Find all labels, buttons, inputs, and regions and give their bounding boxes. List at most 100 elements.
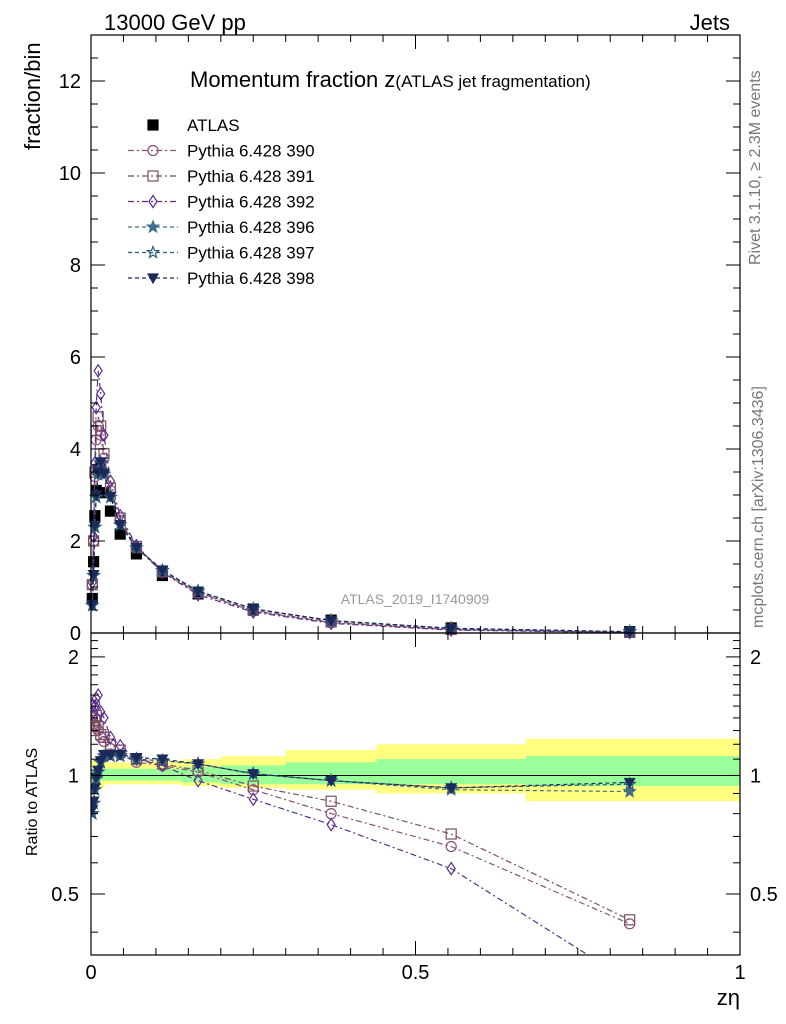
legend-label: Pythia 6.428 390 xyxy=(187,142,315,161)
ratio-band-inner xyxy=(110,768,124,781)
ratio-data-point xyxy=(114,749,127,761)
ratio-data-point xyxy=(91,805,100,820)
ratio-data-point xyxy=(104,749,117,761)
main-data-point xyxy=(91,400,101,415)
main-ytick-label: 0 xyxy=(70,623,81,645)
main-data-point xyxy=(325,615,338,627)
legend-marker xyxy=(145,244,161,259)
ratio-data-point xyxy=(92,721,104,733)
ratio-ytick-label: 0.5 xyxy=(51,884,79,906)
main-data-point xyxy=(92,411,104,423)
main-data-point xyxy=(445,623,458,635)
ratio-data-point xyxy=(445,828,457,840)
legend-marker xyxy=(147,119,159,131)
ratio-series-line xyxy=(91,693,590,955)
main-ytick-label: 10 xyxy=(59,163,81,185)
ratio-series-line xyxy=(91,753,630,810)
ratio-data-point xyxy=(99,710,109,725)
main-data-point xyxy=(247,604,260,616)
main-series-6 xyxy=(86,457,636,638)
legend-label: Pythia 6.428 396 xyxy=(187,218,315,237)
main-series-line xyxy=(91,416,630,633)
legend-entry: Pythia 6.428 392 xyxy=(128,193,315,212)
main-data-point xyxy=(96,386,106,401)
header-left: 13000 GeV pp xyxy=(104,10,246,35)
ratio-panel: 0.5 0.5 1 1 2 2 0 0.5 1 Ratio to ATLAS zη xyxy=(24,632,778,1010)
ratio-data-point xyxy=(92,765,105,777)
watermark: ATLAS_2019_I1740909 xyxy=(341,591,490,607)
main-series-line xyxy=(91,370,630,634)
ratio-data-point xyxy=(91,691,101,706)
legend-label: Pythia 6.428 392 xyxy=(187,193,315,212)
main-ytick-label: 6 xyxy=(70,347,81,369)
ratio-data-point xyxy=(192,759,205,771)
ratio-data-point xyxy=(247,780,259,792)
main-data-point xyxy=(623,627,636,638)
main-data-point xyxy=(130,542,143,554)
main-series-0 xyxy=(86,461,636,638)
legend-marker xyxy=(147,170,159,182)
main-ytick-label: 4 xyxy=(70,439,81,461)
ratio-data-point xyxy=(91,804,99,816)
main-data-point xyxy=(104,505,117,517)
ratio-data-point xyxy=(445,840,457,853)
main-data-point xyxy=(104,491,117,503)
ratio-data-point xyxy=(325,795,337,807)
main-panel: 0 2 4 6 8 10 12 fraction/bin Momentum fraction… xyxy=(20,34,741,645)
ratio-series-5 xyxy=(91,749,636,816)
ratio-data-point xyxy=(105,730,116,745)
ratio-ytick-label: 2 xyxy=(68,647,79,669)
main-data-point xyxy=(94,457,107,469)
ratio-data-point xyxy=(325,776,338,787)
legend: ATLAS Pythia 6.428 390 Pythia 6.428 391 Pyt… xyxy=(128,116,315,288)
main-data-point xyxy=(99,428,109,443)
ratio-band-inner xyxy=(123,768,150,781)
main-ylabel: fraction/bin xyxy=(20,42,45,150)
ratio-data-point xyxy=(326,817,336,832)
ratio-data-point xyxy=(623,777,636,789)
main-data-point xyxy=(97,468,110,480)
legend-entry: Pythia 6.428 397 xyxy=(128,244,315,263)
main-title-sub: (ATLAS jet fragmentation) xyxy=(395,72,590,91)
rivet-label: Rivet 3.1.10, ≥ 2.3M events xyxy=(747,70,764,265)
ratio-ytick-label-right: 2 xyxy=(750,647,761,669)
main-title: Momentum fraction z(ATLAS jet fragmentat… xyxy=(190,67,591,92)
ratio-series-2 xyxy=(91,687,590,955)
ratio-data-point xyxy=(193,773,203,788)
legend-marker xyxy=(147,144,159,157)
main-ytick-label: 8 xyxy=(70,255,81,277)
legend-entry: Pythia 6.428 396 xyxy=(128,218,315,237)
ratio-data-point xyxy=(248,792,258,807)
ratio-data-point xyxy=(96,704,106,719)
x-tick-label: 0 xyxy=(85,962,96,984)
ratio-data-point xyxy=(445,783,458,795)
ratio-ytick-label-right: 1 xyxy=(750,765,761,787)
legend-entry: Pythia 6.428 391 xyxy=(128,167,315,186)
legend-label: Pythia 6.428 398 xyxy=(187,269,315,288)
x-axis-label: zη xyxy=(717,985,740,1010)
ratio-data-point xyxy=(93,687,103,703)
ratio-data-point xyxy=(247,769,260,780)
ratio-ytick-label-right: 0.5 xyxy=(750,884,778,906)
legend-marker xyxy=(148,194,158,209)
header-right: Jets xyxy=(690,10,730,35)
ratio-data-point xyxy=(98,731,110,743)
main-ytick-label: 2 xyxy=(70,531,81,553)
main-data-point xyxy=(114,519,127,531)
ratio-data-point xyxy=(91,783,101,795)
legend-entry: ATLAS xyxy=(147,116,240,135)
ratio-data-point xyxy=(91,699,100,714)
legend-entry: Pythia 6.428 390 xyxy=(128,142,315,161)
legend-marker xyxy=(146,273,160,285)
main-series-line xyxy=(91,459,630,633)
main-data-point xyxy=(156,565,169,577)
main-data-point xyxy=(192,586,205,598)
main-data-point xyxy=(88,521,101,533)
main-data-point xyxy=(93,363,103,378)
legend-label: Pythia 6.428 391 xyxy=(187,167,315,186)
legend-label: ATLAS xyxy=(187,116,240,135)
mcplots-label: mcplots.cern.ch [arXiv:1306.3436] xyxy=(750,386,767,628)
ratio-ylabel: Ratio to ATLAS xyxy=(24,748,41,856)
ratio-data-point xyxy=(624,914,636,926)
ratio-data-point xyxy=(446,861,456,876)
